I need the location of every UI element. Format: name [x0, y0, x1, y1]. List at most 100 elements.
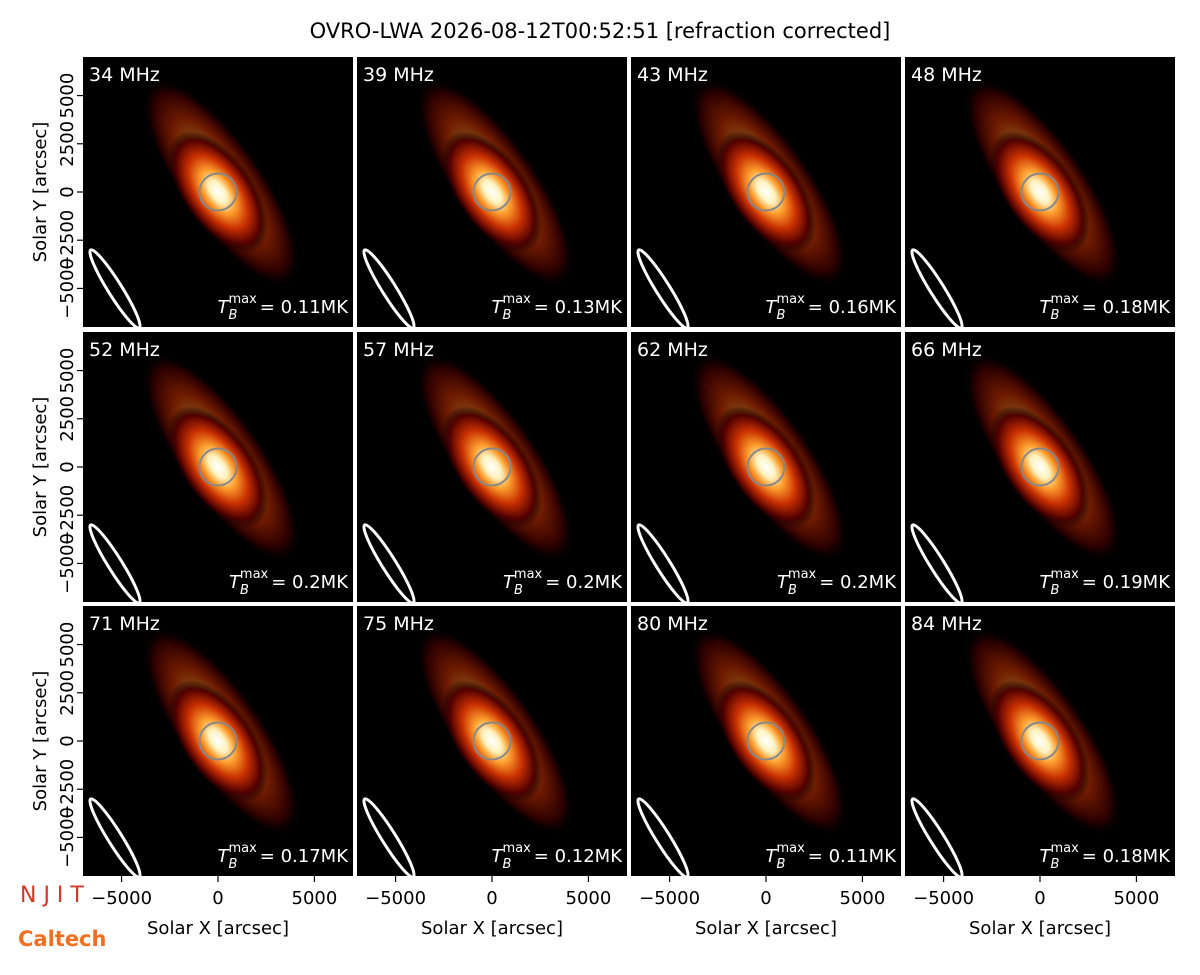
x-tick-label: 0 — [1034, 888, 1045, 909]
y-tick-label: 5000 — [57, 73, 78, 119]
tmax-part: T — [1040, 846, 1053, 867]
panel — [357, 57, 627, 327]
tmax-part: B — [503, 857, 512, 872]
x-tick-label: −5000 — [639, 888, 700, 909]
tmax-part: max — [228, 292, 257, 307]
tmax-part: max — [1050, 292, 1079, 307]
tmax-part: = 0.19MK — [1082, 572, 1171, 593]
x-tick-label: −5000 — [913, 888, 974, 909]
panel — [905, 332, 1175, 602]
x-tick-label: 5000 — [840, 888, 886, 909]
frequency-label: 34 MHz — [89, 64, 160, 86]
tmax-part: = 0.18MK — [1082, 846, 1171, 867]
y-tick-label: 2500 — [57, 396, 78, 442]
beam — [636, 248, 690, 327]
tmax-part: max — [228, 841, 257, 856]
x-tick-label: 5000 — [1114, 888, 1160, 909]
y-tick-label: −2500 — [57, 210, 78, 271]
logo-caltech: Caltech — [18, 927, 106, 951]
tmax-part: = 0.2MK — [819, 572, 897, 593]
emission-core — [716, 406, 816, 528]
y-axis-label: Solar Y [arcsec] — [30, 122, 51, 263]
y-tick-label: −5000 — [57, 533, 78, 594]
tmax-part: T — [229, 572, 242, 593]
panel — [83, 332, 353, 602]
y-tick-label: −2500 — [57, 759, 78, 820]
x-axis-label: Solar X [arcsec] — [421, 918, 563, 939]
frequency-label: 48 MHz — [911, 64, 982, 86]
x-tick-label: 5000 — [292, 888, 338, 909]
tmax-part: = 0.18MK — [1082, 297, 1171, 318]
beam — [362, 523, 416, 602]
tmax-part: T — [777, 572, 790, 593]
frequency-label: 62 MHz — [637, 339, 708, 361]
tmax-part: T — [492, 846, 505, 867]
frequency-label: 66 MHz — [911, 339, 982, 361]
panel — [357, 606, 627, 876]
beam — [88, 523, 142, 602]
panel — [83, 57, 353, 327]
panel — [631, 57, 901, 327]
tmax-part: = 0.12MK — [534, 846, 623, 867]
tmax-part: T — [766, 297, 779, 318]
tmax-part: max — [514, 567, 543, 582]
tmax-label: TBmax = 0.16MK — [766, 292, 898, 323]
beam — [636, 523, 690, 602]
emission-core — [168, 131, 268, 253]
x-axis-label: Solar X [arcsec] — [147, 918, 289, 939]
y-tick-label: 2500 — [57, 121, 78, 167]
solar-disk — [198, 447, 238, 487]
beam — [910, 248, 964, 327]
frequency-label: 84 MHz — [911, 613, 982, 635]
panel — [905, 57, 1175, 327]
y-tick-label: 5000 — [57, 622, 78, 668]
tmax-part: B — [1051, 583, 1060, 598]
tmax-part: B — [514, 583, 523, 598]
panel — [631, 606, 901, 876]
y-tick-label: 0 — [57, 186, 78, 197]
solar-disk — [746, 721, 786, 761]
tmax-part: B — [788, 583, 797, 598]
panel — [631, 332, 901, 602]
tmax-label: TBmax = 0.2MK — [229, 567, 349, 598]
tmax-part: T — [1040, 297, 1053, 318]
beam — [88, 797, 142, 876]
frequency-label: 43 MHz — [637, 64, 708, 86]
tmax-label: TBmax = 0.2MK — [777, 567, 897, 598]
y-tick-label: −5000 — [57, 807, 78, 868]
tmax-label: TBmax = 0.18MK — [1040, 841, 1172, 872]
y-tick-label: −2500 — [57, 485, 78, 546]
emission-core — [990, 406, 1090, 528]
tmax-part: B — [229, 857, 238, 872]
tmax-part: T — [766, 846, 779, 867]
tmax-part: T — [218, 297, 231, 318]
solar-disk — [1020, 172, 1060, 212]
solar-disk — [472, 172, 512, 212]
x-tick-label: 0 — [486, 888, 497, 909]
y-tick-label: 5000 — [57, 348, 78, 394]
solar-disk — [1020, 721, 1060, 761]
frequency-label: 80 MHz — [637, 613, 708, 635]
emission-core — [716, 131, 816, 253]
frequency-label: 75 MHz — [363, 613, 434, 635]
tmax-label: TBmax = 0.13MK — [492, 292, 624, 323]
solar-disk — [198, 721, 238, 761]
frequency-label: 57 MHz — [363, 339, 434, 361]
tmax-label: TBmax = 0.19MK — [1040, 567, 1172, 598]
tmax-part: = 0.17MK — [260, 846, 349, 867]
tmax-part: max — [776, 841, 805, 856]
x-tick-label: 0 — [212, 888, 223, 909]
tmax-part: max — [240, 567, 269, 582]
tmax-part: B — [503, 308, 512, 323]
x-axis-label: Solar X [arcsec] — [695, 918, 837, 939]
tmax-part: = 0.2MK — [271, 572, 349, 593]
emission-core — [990, 131, 1090, 253]
beam — [362, 797, 416, 876]
beam — [88, 248, 142, 327]
frequency-label: 71 MHz — [89, 613, 160, 635]
beam — [910, 797, 964, 876]
x-tick-label: 0 — [760, 888, 771, 909]
emission-core — [168, 406, 268, 528]
logo-njit: N J I T — [20, 883, 84, 908]
